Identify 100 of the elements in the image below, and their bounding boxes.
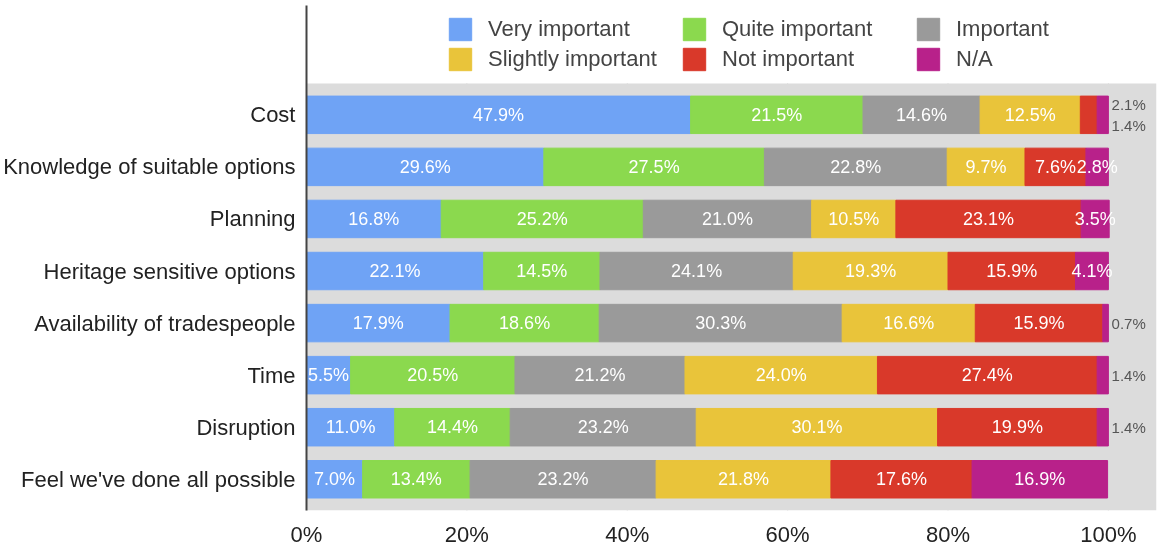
data-label: 19.3% bbox=[845, 261, 897, 282]
bar bbox=[599, 251, 794, 291]
bar bbox=[598, 303, 843, 343]
data-label: 1.4% bbox=[1111, 366, 1146, 384]
data-label: 21.5% bbox=[751, 104, 803, 125]
data-label: 17.9% bbox=[352, 313, 404, 334]
data-label: 16.6% bbox=[883, 313, 935, 334]
data-label: 7.0% bbox=[314, 469, 356, 490]
bar bbox=[362, 460, 471, 499]
x-tick-label: 0% bbox=[290, 521, 323, 547]
data-label: 14.5% bbox=[516, 261, 568, 282]
data-label: 27.5% bbox=[628, 156, 680, 177]
bar bbox=[1102, 303, 1109, 343]
data-label: 22.1% bbox=[369, 261, 421, 282]
data-label: 23.2% bbox=[537, 469, 589, 490]
data-label: 11.0% bbox=[325, 417, 376, 438]
x-tick-label: 40% bbox=[605, 521, 650, 547]
data-label: 2.1% bbox=[1111, 95, 1146, 113]
bar bbox=[1096, 407, 1109, 447]
data-label: 22.8% bbox=[830, 156, 882, 177]
x-tick-label: 100% bbox=[1080, 521, 1137, 547]
bar bbox=[469, 460, 657, 499]
data-label: 14.4% bbox=[426, 417, 478, 438]
bar bbox=[306, 407, 396, 447]
data-label: 24.0% bbox=[755, 365, 807, 386]
y-tick-label: Availability of tradespeople bbox=[34, 310, 296, 336]
bar bbox=[684, 355, 878, 395]
y-tick-label: Feel we've done all possible bbox=[21, 466, 296, 492]
bar bbox=[876, 355, 1098, 395]
data-label: 20.5% bbox=[407, 365, 459, 386]
bar bbox=[695, 407, 939, 447]
data-label: 1.4% bbox=[1111, 116, 1146, 134]
legend-label: N/A bbox=[956, 46, 994, 72]
bar bbox=[449, 303, 600, 343]
bar bbox=[543, 147, 765, 187]
bar bbox=[1096, 95, 1109, 135]
y-tick-label: Disruption bbox=[196, 414, 296, 440]
bar bbox=[514, 355, 686, 395]
data-label: 1.4% bbox=[1111, 418, 1146, 436]
bar bbox=[509, 407, 697, 447]
data-label: 7.6% bbox=[1034, 156, 1076, 177]
bar bbox=[763, 147, 948, 187]
data-label: 23.1% bbox=[962, 208, 1015, 229]
data-label: 13.4% bbox=[390, 469, 442, 490]
data-label: 5.5% bbox=[308, 365, 350, 386]
legend-label: Slightly important bbox=[488, 46, 658, 72]
bar bbox=[394, 407, 511, 447]
bar bbox=[974, 303, 1104, 343]
bar bbox=[306, 147, 545, 187]
bar bbox=[690, 95, 864, 135]
y-tick-label: Heritage sensitive options bbox=[43, 258, 296, 284]
bar bbox=[306, 95, 692, 135]
legend-label: Important bbox=[956, 16, 1050, 42]
bar bbox=[642, 199, 813, 239]
bar bbox=[1096, 355, 1109, 395]
bar bbox=[1079, 95, 1098, 135]
data-label: 9.7% bbox=[965, 156, 1007, 177]
data-label: 17.6% bbox=[875, 469, 928, 490]
bar bbox=[440, 199, 644, 239]
data-label: 21.0% bbox=[701, 208, 754, 229]
bar bbox=[792, 251, 949, 291]
data-label: 21.8% bbox=[718, 469, 770, 490]
bar bbox=[971, 460, 1109, 499]
y-tick-label: Planning bbox=[209, 206, 296, 232]
bar bbox=[306, 251, 485, 291]
bar bbox=[862, 95, 981, 135]
x-tick-label: 20% bbox=[444, 521, 489, 547]
data-label: 16.9% bbox=[1014, 469, 1066, 490]
data-label: 10.5% bbox=[828, 208, 880, 229]
data-label: 16.8% bbox=[348, 208, 400, 229]
y-tick-label: Time bbox=[247, 362, 296, 388]
data-label: 27.4% bbox=[961, 365, 1013, 386]
data-label: 30.3% bbox=[695, 313, 747, 334]
data-label: 29.6% bbox=[399, 156, 451, 177]
data-label: 12.5% bbox=[1004, 104, 1056, 125]
data-label: 15.9% bbox=[1013, 313, 1065, 334]
x-tick-label: 60% bbox=[765, 521, 810, 547]
legend-label: Very important bbox=[488, 16, 631, 42]
y-tick-label: Cost bbox=[250, 102, 296, 128]
data-label: 30.1% bbox=[791, 417, 843, 438]
bar bbox=[830, 460, 973, 499]
bar bbox=[306, 303, 451, 343]
bar bbox=[979, 95, 1081, 135]
bar bbox=[937, 407, 1098, 447]
data-label: 14.6% bbox=[896, 104, 948, 125]
data-label: 19.9% bbox=[991, 417, 1043, 438]
data-label: 23.2% bbox=[577, 417, 629, 438]
bar bbox=[946, 147, 1026, 187]
bar bbox=[483, 251, 601, 291]
data-label: 24.1% bbox=[671, 261, 723, 282]
data-label: 15.9% bbox=[986, 261, 1038, 282]
data-label: 25.2% bbox=[516, 208, 568, 229]
data-label: 47.9% bbox=[473, 104, 525, 125]
data-label: 0.7% bbox=[1111, 314, 1146, 332]
bar bbox=[350, 355, 516, 395]
y-tick-label: Knowledge of suitable options bbox=[3, 154, 296, 180]
legend-label: Quite important bbox=[722, 16, 874, 42]
bar bbox=[306, 199, 442, 239]
legend-label: Not important bbox=[722, 46, 856, 72]
data-label: 18.6% bbox=[499, 313, 551, 334]
